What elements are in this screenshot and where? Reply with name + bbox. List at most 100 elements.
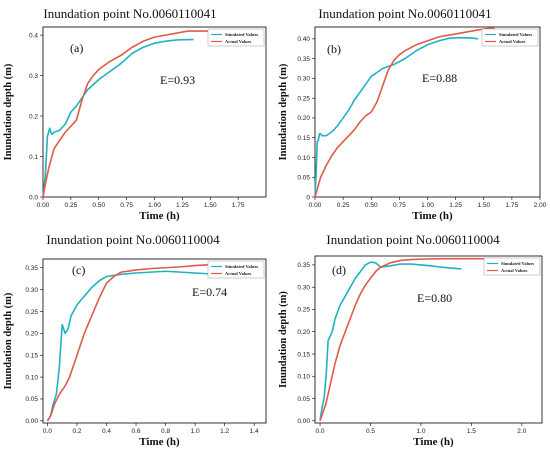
- chart-svg-a: Inundation point No.0060110041 0.00 0.25 0.…: [3, 6, 267, 222]
- x-tick-label: 0.8: [161, 428, 170, 435]
- legend-entry: Simulated Values: [225, 32, 258, 37]
- x-tick-label: 1.5: [467, 428, 476, 435]
- efficiency-annotation: E=0.88: [422, 71, 457, 85]
- y-tick-label: 0.35: [297, 56, 310, 63]
- y-tick-label: 0.00: [25, 418, 38, 425]
- y-tick-label: 0.2: [29, 113, 38, 120]
- y-axis-label: Inundation depth (m): [278, 63, 289, 160]
- series-line-actual: [314, 26, 496, 198]
- y-tick-label: 0.20: [25, 331, 38, 338]
- x-tick-label: 0.6: [132, 428, 141, 435]
- x-tick-label: 2.0: [517, 428, 526, 435]
- y-tick-label: 0.10: [297, 155, 310, 162]
- plot-frame: [42, 258, 267, 424]
- x-tick-label: 1.25: [449, 202, 462, 209]
- y-tick-label: 0.25: [297, 95, 310, 102]
- x-axis-label: Time (h): [139, 436, 180, 448]
- x-tick-label: 1.75: [232, 202, 245, 209]
- series-line-actual: [319, 257, 502, 422]
- y-tick-label: 0.4: [29, 32, 38, 39]
- series-line-simulated: [314, 36, 479, 198]
- legend-entry: Actual Values: [225, 39, 252, 44]
- y-tick-label: 0.25: [297, 307, 310, 314]
- x-tick-label: 1.25: [176, 202, 189, 209]
- y-tick-label: 0.10: [297, 374, 310, 381]
- x-tick-label: 1.50: [477, 202, 490, 209]
- legend-entry: Actual Values: [499, 39, 526, 44]
- y-tick-label: 0.3: [29, 73, 38, 80]
- y-tick-label: 0.10: [25, 374, 38, 381]
- x-axis-label: Time (h): [413, 436, 454, 448]
- series-line-actual: [46, 263, 225, 422]
- series-line-simulated: [319, 261, 462, 421]
- y-tick-label: 0.05: [297, 175, 310, 182]
- plot-frame: [314, 255, 543, 424]
- chart-title: Inundation point No.0060110004: [326, 232, 500, 247]
- chart-svg-d: Inundation point No.0060110004 0.0 0.5 1.0 1…: [278, 232, 543, 448]
- panel-label: (d): [332, 263, 346, 277]
- y-tick-label: 0.40: [297, 36, 310, 43]
- series-line-simulated: [46, 270, 225, 422]
- y-tick-label: 0.25: [25, 309, 38, 316]
- legend-entry: Simulated Values: [499, 32, 532, 37]
- x-tick-label: 0.75: [393, 202, 406, 209]
- y-tick-label: 0.30: [297, 76, 310, 83]
- x-tick-label: 0.0: [316, 428, 325, 435]
- x-axis-label: Time (h): [412, 210, 453, 222]
- chart-title: Inundation point No.0060110041: [43, 6, 216, 21]
- legend-entry: Actual Values: [501, 268, 528, 273]
- y-tick-label: 0.35: [25, 265, 38, 272]
- y-tick-label: 0.15: [297, 351, 310, 358]
- y-tick-label: 0.30: [25, 287, 38, 294]
- x-tick-label: 0.4: [102, 428, 111, 435]
- x-tick-label: 0.00: [37, 202, 50, 209]
- x-tick-label: 0.50: [92, 202, 105, 209]
- y-tick-label: 0.05: [297, 396, 310, 403]
- y-tick-label: 0.20: [297, 329, 310, 336]
- y-tick-label: 0.00: [297, 418, 310, 425]
- x-tick-label: 0.5: [366, 428, 375, 435]
- x-tick-label: 1.00: [421, 202, 434, 209]
- x-tick-label: 0.50: [365, 202, 378, 209]
- x-tick-label: 0.00: [309, 202, 322, 209]
- series-line-simulated: [42, 38, 194, 198]
- y-axis-label: Inundation depth (m): [3, 292, 14, 389]
- series-line-actual: [42, 30, 211, 198]
- chart-svg-b: Inundation point No.0060110041 0.00 0.25 0.…: [278, 6, 547, 222]
- y-tick-label: 0: [306, 194, 310, 201]
- y-tick-label: 0.0: [29, 194, 38, 201]
- efficiency-annotation: E=0.74: [192, 285, 227, 299]
- x-tick-label: 1.50: [204, 202, 217, 209]
- y-tick-label: 0.20: [297, 115, 310, 122]
- chart-panel-a: Inundation point No.0060110041 0.00 0.25 0.…: [0, 0, 275, 225]
- y-axis-label: Inundation depth (m): [3, 63, 14, 160]
- x-tick-label: 0.25: [65, 202, 78, 209]
- chart-panel-c: Inundation point No.0060110004 0.0 0.2 0.4 0…: [0, 226, 275, 451]
- y-tick-label: 0.15: [297, 135, 310, 142]
- y-tick-label: 0.30: [297, 284, 310, 291]
- panel-label: (b): [327, 42, 341, 56]
- y-tick-label: 0.1: [29, 154, 38, 161]
- legend-entry: Actual Values: [225, 271, 252, 276]
- legend-entry: Simulated Values: [501, 261, 534, 266]
- panel-label: (c): [72, 263, 85, 277]
- chart-panel-d: Inundation point No.0060110004 0.0 0.5 1.0 1…: [275, 226, 550, 451]
- x-tick-label: 1.75: [506, 202, 519, 209]
- chart-panel-b: Inundation point No.0060110041 0.00 0.25 0.…: [275, 0, 550, 225]
- chart-title: Inundation point No.0060110004: [46, 232, 220, 247]
- x-axis-label: Time (h): [139, 210, 180, 222]
- x-tick-label: 1.0: [191, 428, 200, 435]
- efficiency-annotation: E=0.93: [160, 73, 195, 87]
- x-tick-label: 0.0: [43, 428, 52, 435]
- y-tick-label: 0.05: [25, 396, 38, 403]
- chart-svg-c: Inundation point No.0060110004 0.0 0.2 0.4 0…: [3, 232, 267, 448]
- x-tick-label: 0.2: [72, 428, 81, 435]
- chart-title: Inundation point No.0060110041: [318, 6, 491, 21]
- efficiency-annotation: E=0.80: [417, 291, 452, 305]
- y-tick-label: 0.35: [297, 262, 310, 269]
- x-tick-label: 0.75: [120, 202, 133, 209]
- plot-frame: [314, 26, 541, 198]
- x-tick-label: 1.4: [250, 428, 259, 435]
- x-tick-label: 1.00: [148, 202, 161, 209]
- x-tick-label: 1.2: [220, 428, 229, 435]
